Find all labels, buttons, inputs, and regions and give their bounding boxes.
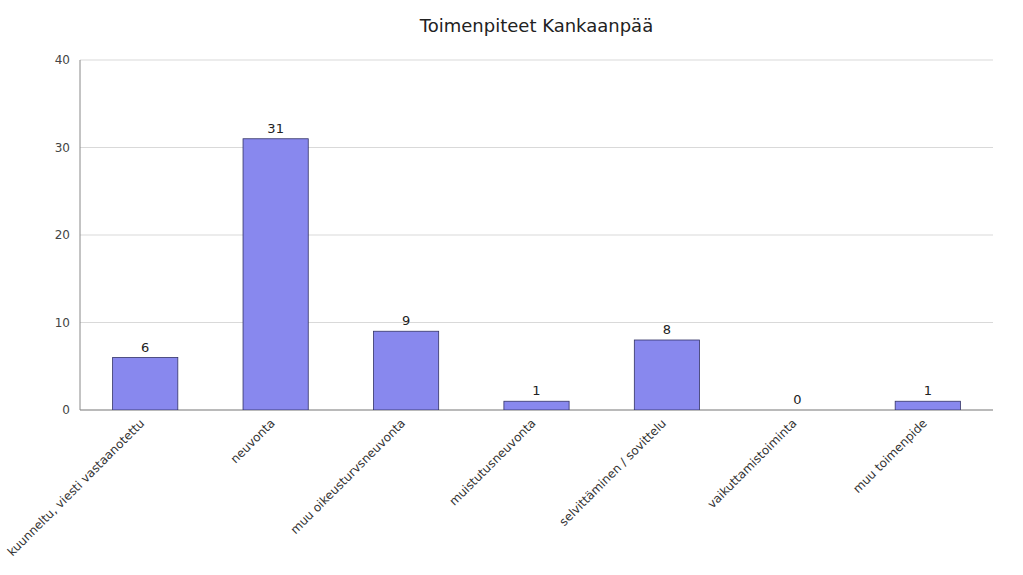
y-tick-label: 0 — [62, 403, 70, 417]
data-label: 31 — [267, 121, 284, 136]
grid-line — [80, 322, 993, 323]
chart-container: Toimenpiteet Kankaanpää 0 10 20 30 40 6 31 9 1 8 0 1… — [0, 0, 1023, 575]
bar — [113, 358, 178, 411]
y-tick-label: 10 — [55, 316, 70, 330]
x-tick-label: muistutusneuvonta — [446, 416, 538, 508]
data-label: 9 — [402, 313, 410, 328]
bar — [895, 401, 960, 410]
chart-svg: Toimenpiteet Kankaanpää 0 10 20 30 40 6 31 9 1 8 0 1… — [0, 0, 1023, 575]
bars — [113, 139, 961, 410]
bar — [373, 331, 438, 410]
data-labels: 6 31 9 1 8 0 1 — [141, 121, 932, 407]
x-tick-label: vaikuttamistoiminta — [705, 416, 800, 511]
page: {"chart_data": {"type": "bar", "title": … — [0, 0, 1023, 575]
y-tick-label: 20 — [55, 228, 70, 242]
bar — [243, 139, 308, 410]
x-tick-label: muu oikeusturvsneuvonta — [288, 416, 409, 537]
bar — [634, 340, 699, 410]
x-tick-label: neuvonta — [228, 416, 278, 466]
x-tick-label: selvittäminen / sovittelu — [556, 416, 669, 529]
x-tick-label: muu toimenpide — [850, 416, 930, 496]
grid-line — [80, 147, 993, 148]
bar — [504, 401, 569, 410]
data-label: 1 — [532, 383, 540, 398]
x-axis: kuunneltu, viesti vastaanotettuneuvontam… — [5, 416, 930, 559]
data-label: 0 — [793, 392, 801, 407]
y-tick-label: 30 — [55, 141, 70, 155]
grid-line — [80, 235, 993, 236]
y-axis: 010203040 — [55, 53, 993, 417]
x-tick-label: kuunneltu, viesti vastaanotettu — [5, 416, 148, 559]
chart-title: Toimenpiteet Kankaanpää — [419, 15, 653, 36]
y-tick-label: 40 — [55, 53, 70, 67]
bar — [765, 410, 830, 411]
data-label: 8 — [663, 322, 671, 337]
y-axis-line — [80, 60, 81, 410]
grid-line — [80, 60, 993, 61]
data-label: 1 — [924, 383, 932, 398]
data-label: 6 — [141, 340, 149, 355]
